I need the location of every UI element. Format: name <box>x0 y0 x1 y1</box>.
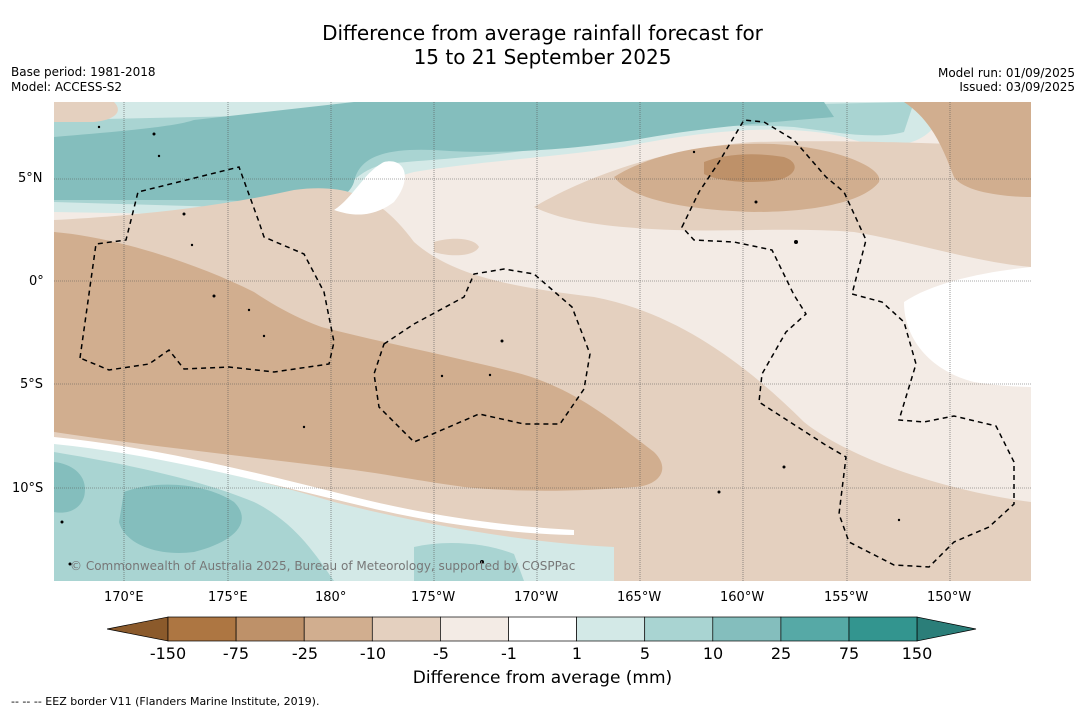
colorbar-label: -75 <box>222 644 250 663</box>
colorbar-extend-low <box>107 616 169 642</box>
colorbar-segment <box>371 616 441 642</box>
colorbar-segment <box>644 616 714 642</box>
south-white-strip <box>54 437 574 535</box>
colorbar-label: 1 <box>571 644 583 663</box>
rainfall-anomaly-map: © Commonwealth of Australia 2025, Bureau… <box>54 102 1031 581</box>
eez-legend-footnote: -- -- -- EEZ border V11 (Flanders Marine… <box>11 695 320 708</box>
colorbar-segment <box>712 616 782 642</box>
north-west-dry-corner <box>54 102 118 122</box>
colorbar-segment <box>303 616 373 642</box>
colorbar-label: 150 <box>901 644 933 663</box>
colorbar-label: -150 <box>149 644 187 663</box>
lon-label-170e: 170°E <box>104 590 144 605</box>
colorbar-title: Difference from average (mm) <box>412 668 673 688</box>
lon-label-160w: 160°W <box>720 590 765 605</box>
lon-label-155w: 155°W <box>824 590 869 605</box>
colorbar-segment <box>167 616 237 642</box>
lon-label-150w: 150°W <box>927 590 972 605</box>
base-period-label: Base period: 1981-2018 <box>11 65 156 79</box>
east-dry-mid <box>904 102 1031 197</box>
model-label: Model: ACCESS-S2 <box>11 80 123 94</box>
lat-label-0: 0° <box>29 274 44 289</box>
islands <box>60 125 901 566</box>
south-west-wet-strong <box>119 484 242 553</box>
colorbar-label: 25 <box>770 644 792 663</box>
colorbar-label: -1 <box>501 644 517 663</box>
colorbar-segment <box>440 616 509 642</box>
map-title-line-2: 15 to 21 September 2025 <box>413 45 672 69</box>
colorbar-label: 10 <box>702 644 724 663</box>
colorbar-segment <box>780 616 850 642</box>
graticule <box>54 102 1031 581</box>
eez-borders <box>79 119 1015 568</box>
colorbar-segment <box>235 616 305 642</box>
colorbar-extend-high <box>916 616 977 642</box>
lon-label-175w: 175°W <box>411 590 456 605</box>
colorbar-label: 5 <box>639 644 651 663</box>
lat-label-5s: 5°S <box>20 377 44 392</box>
dry-band-mid-2 <box>54 232 354 402</box>
issued-label: Issued: 03/09/2025 <box>959 80 1075 94</box>
north-white-strip <box>334 161 405 215</box>
south-wet-light-blob <box>414 542 524 581</box>
lat-label-10s: 10°S <box>12 481 44 496</box>
colorbar-label: 75 <box>838 644 860 663</box>
lon-label-170w: 170°W <box>514 590 559 605</box>
colorbar-segment <box>848 616 918 642</box>
east-near-zero-area <box>904 267 1031 387</box>
copyright-notice: © Commonwealth of Australia 2025, Bureau… <box>70 559 575 573</box>
model-run-label: Model run: 01/09/2025 <box>937 66 1075 80</box>
colorbar-segment <box>576 616 646 642</box>
north-wet-band-strong-2 <box>54 142 342 200</box>
colorbar-label: -10 <box>359 644 387 663</box>
colorbar-label: -25 <box>291 644 319 663</box>
north-east-dry-strong <box>704 154 795 182</box>
colorbar <box>107 616 977 642</box>
lat-label-5n: 5°N <box>18 171 43 186</box>
map-title-line-1: Difference from average rainfall forecas… <box>322 21 763 45</box>
lon-label-175e: 175°E <box>208 590 248 605</box>
colorbar-segment <box>508 616 577 642</box>
south-west-wet-strong-2 <box>54 462 85 513</box>
lon-label-165w: 165°W <box>617 590 662 605</box>
small-dry-blob <box>434 238 479 256</box>
lon-label-180: 180° <box>315 590 347 605</box>
colorbar-label: -5 <box>433 644 449 663</box>
